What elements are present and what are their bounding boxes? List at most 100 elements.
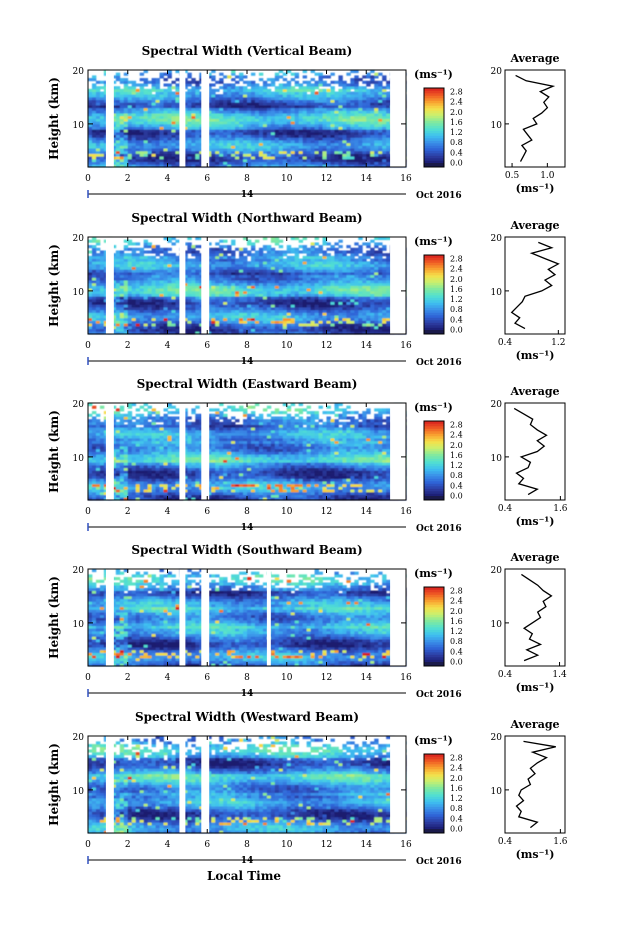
heatmap-cell xyxy=(362,110,367,114)
heatmap-cell xyxy=(235,123,240,127)
heatmap-cell xyxy=(231,148,236,152)
heatmap-cell xyxy=(362,118,367,122)
heatmap-cell xyxy=(207,304,212,308)
heatmap-cell xyxy=(131,94,137,98)
heatmap-cell xyxy=(111,148,117,152)
heatmap-cell xyxy=(322,131,327,136)
heatmap-cell xyxy=(254,150,260,154)
heatmap-cell xyxy=(262,80,268,84)
heatmap-cell xyxy=(310,258,315,262)
heatmap-cell xyxy=(270,328,276,332)
heatmap-cell xyxy=(350,288,355,292)
heatmap-cell xyxy=(258,164,264,168)
heatmap-cell xyxy=(370,70,375,74)
heatmap-cell xyxy=(326,315,331,319)
heatmap-cell xyxy=(223,277,228,281)
heatmap-cell xyxy=(171,258,176,262)
heatmap-cell xyxy=(171,261,176,265)
heatmap-cell xyxy=(350,105,355,109)
heatmap-cell xyxy=(99,290,105,294)
heatmap-cell xyxy=(374,331,379,335)
heatmap-cell xyxy=(354,137,359,141)
heatmap-cell xyxy=(239,328,244,332)
heatmap-cell xyxy=(330,280,335,284)
heatmap-cell xyxy=(131,301,137,305)
heatmap-cell xyxy=(342,121,347,125)
heatmap-cell xyxy=(111,325,117,330)
heatmap-cell xyxy=(302,290,308,294)
heatmap-cell xyxy=(294,266,300,270)
heatmap-cell xyxy=(378,131,383,136)
heatmap-cell xyxy=(270,153,276,157)
heatmap-cell xyxy=(207,161,212,165)
panel-title: Spectral Width (Northward Beam) xyxy=(131,211,362,225)
heatmap-cell xyxy=(119,272,125,276)
heatmap-cell xyxy=(147,121,153,125)
heatmap-cell xyxy=(151,282,156,286)
heatmap-cell xyxy=(127,118,133,122)
heatmap-cell xyxy=(274,331,280,335)
heatmap-cell xyxy=(346,282,351,286)
heatmap-cell xyxy=(358,78,363,82)
heatmap-cell xyxy=(378,113,383,117)
heatmap-cell xyxy=(358,266,363,270)
heatmap-cell xyxy=(346,331,351,335)
heatmap-cell xyxy=(235,99,240,103)
heatmap-cell xyxy=(88,328,93,332)
heatmap-cell xyxy=(243,140,248,144)
heatmap-cell xyxy=(187,301,192,305)
heatmap-cell xyxy=(298,113,304,117)
heatmap-cell xyxy=(334,118,339,122)
heatmap-cell xyxy=(147,94,153,98)
heatmap-cell xyxy=(330,255,335,259)
heatmap-cell xyxy=(278,153,284,157)
heatmap-cell xyxy=(298,94,304,98)
heatmap-cell xyxy=(131,115,137,119)
heatmap-cell xyxy=(243,280,248,284)
heatmap-cell xyxy=(111,263,117,268)
heatmap-cell xyxy=(378,118,383,122)
heatmap-cell xyxy=(262,274,268,278)
heatmap-cell xyxy=(227,140,232,144)
heatmap-cell xyxy=(262,320,268,324)
heatmap-cell xyxy=(270,290,276,294)
heatmap-cell xyxy=(314,80,319,84)
heatmap-cell xyxy=(171,328,176,332)
heatmap-cell xyxy=(191,156,196,160)
heatmap-cell xyxy=(302,91,308,95)
heatmap-cell xyxy=(330,307,335,311)
heatmap-cell xyxy=(123,105,129,109)
heatmap-cell xyxy=(95,309,101,313)
heatmap-cell xyxy=(111,301,117,305)
heatmap-cell xyxy=(294,113,300,117)
heatmap-cell xyxy=(151,131,156,136)
heatmap-cell xyxy=(290,304,296,308)
heatmap-cell xyxy=(171,320,176,324)
heatmap-cell xyxy=(207,290,212,294)
heatmap-cell xyxy=(278,129,284,133)
heatmap-cell xyxy=(302,129,308,133)
heatmap-cell xyxy=(231,140,236,144)
heatmap-cell xyxy=(235,102,240,106)
heatmap-cell xyxy=(286,161,292,165)
heatmap-cell xyxy=(211,102,216,106)
heatmap-cell xyxy=(310,263,315,268)
heatmap-cell xyxy=(382,110,387,114)
heatmap-cell xyxy=(123,86,129,90)
heatmap-cell xyxy=(298,296,304,300)
heatmap-cell xyxy=(119,80,125,84)
heatmap-cell xyxy=(155,96,160,101)
heatmap-cell xyxy=(346,107,351,111)
heatmap-cell xyxy=(310,301,315,305)
heatmap-cell xyxy=(231,115,236,119)
heatmap-cell xyxy=(250,148,256,152)
heatmap-cell xyxy=(362,131,367,136)
heatmap-cell xyxy=(266,91,272,95)
heatmap-cell xyxy=(278,277,284,281)
heatmap-cell xyxy=(326,153,331,157)
heatmap-cell xyxy=(254,99,260,103)
heatmap-cell xyxy=(326,312,331,316)
heatmap-cell xyxy=(223,148,228,152)
heatmap-cell xyxy=(326,317,331,321)
heatmap-cell xyxy=(350,86,355,90)
